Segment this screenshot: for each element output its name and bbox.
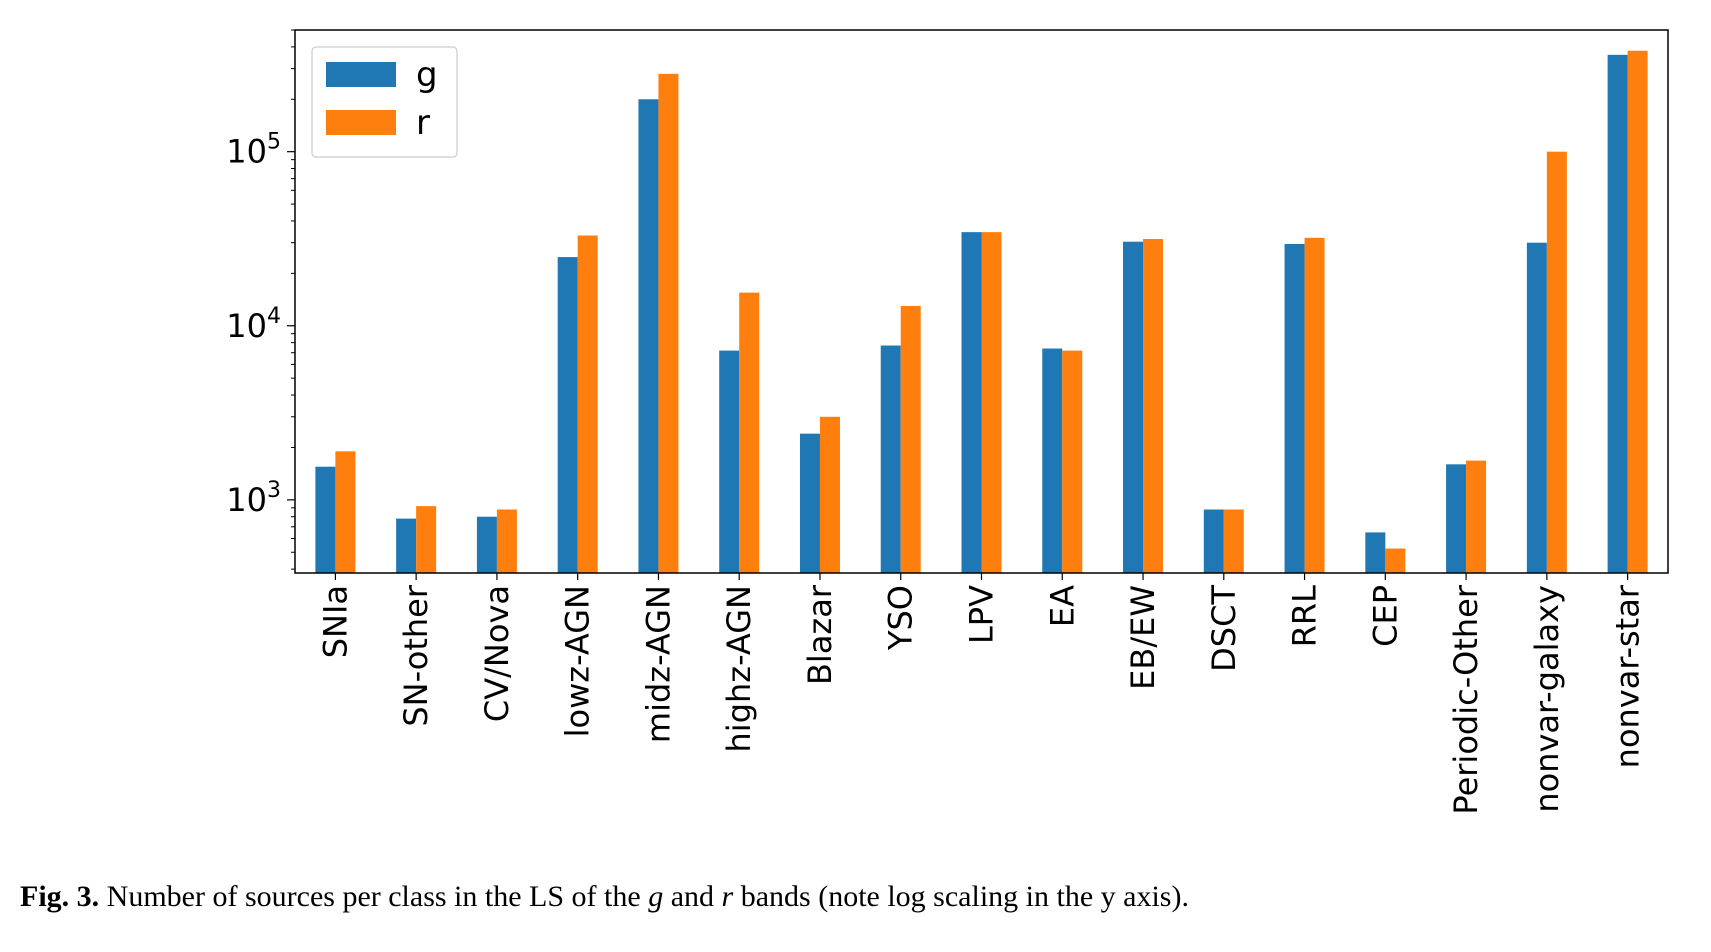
legend-label-r: r [416,103,430,143]
bar-g-eb-ew [1123,241,1144,573]
bars-layer [315,50,1648,574]
bar-r-nonvar-star [1627,50,1648,574]
legend-label-g: g [416,55,438,95]
caption-text-1: Number of sources per class in the LS of… [99,880,649,913]
y-tick-label: 103 [226,478,281,519]
bar-g-highz-agn [719,350,740,573]
caption-r: r [721,880,734,913]
caption-text-2: and [663,880,722,913]
x-tick-label: nonvar-galaxy [1528,585,1566,813]
legend-swatch-g [326,62,396,87]
bar-r-nonvar-galaxy [1546,151,1567,574]
bar-r-snia [335,451,356,573]
x-tick-label: LPV [963,585,1001,644]
bar-r-dsct [1223,509,1244,573]
bar-g-periodic-other [1446,464,1467,573]
x-tick-label: RRL [1286,585,1324,647]
caption-g: g [648,880,664,913]
bar-r-highz-agn [739,292,760,573]
bar-g-sn-other [396,518,417,573]
bar-g-snia [315,466,336,573]
legend-swatch-r [326,110,396,135]
bar-r-cep [1385,548,1406,573]
x-tick-label: highz-AGN [720,585,758,752]
bar-chart: 103 104 105 SNIa SN-other CV/Nova lowz-AGN mid… [226,29,1669,815]
bar-g-yso [880,345,901,573]
x-tick-label: Blazar [801,584,839,685]
bar-g-rrl [1284,243,1305,573]
figure-caption: Fig. 3. Number of sources per class in t… [20,880,1700,914]
x-tick-label: lowz-AGN [559,585,597,737]
bar-r-blazar [819,416,840,573]
x-tick-label: CV/Nova [478,585,516,722]
bar-g-midz-agn [638,99,659,573]
x-tick-label: EA [1043,585,1081,627]
x-tick-label: YSO [882,585,920,651]
bar-r-lpv [981,232,1002,573]
bar-g-lowz-agn [557,257,578,573]
legend: gr [311,46,458,158]
x-tick-label: SNIa [316,585,354,658]
bar-r-eb-ew [1143,239,1164,573]
bar-r-yso [900,305,921,573]
bar-r-cv-nova [496,509,517,573]
caption-text-3: bands (note log scaling in the y axis). [733,880,1189,913]
bar-g-cep [1365,532,1386,573]
bar-r-midz-agn [658,73,679,574]
x-tick-label: EB/EW [1124,585,1162,690]
bar-r-rrl [1304,237,1325,573]
bar-g-dsct [1203,509,1224,573]
y-tick-label: 105 [226,130,281,171]
bar-g-ea [1042,348,1063,573]
bar-r-lowz-agn [577,235,598,573]
x-tick-label: DSCT [1205,585,1243,672]
y-axis: 103 104 105 [226,29,295,570]
x-tick-label: Periodic-Other [1447,584,1485,814]
x-axis: SNIa SN-other CV/Nova lowz-AGN midz-AGN highz… [316,573,1647,815]
caption-fig-label: Fig. 3. [20,880,100,913]
x-tick-label: nonvar-star [1609,584,1647,768]
x-tick-label: SN-other [397,584,435,726]
x-tick-label: midz-AGN [639,585,677,743]
bar-g-cv-nova [476,516,497,573]
bar-g-nonvar-galaxy [1526,242,1547,573]
bar-g-nonvar-star [1607,54,1628,573]
bar-r-periodic-other [1466,460,1487,573]
x-tick-label: CEP [1366,585,1404,647]
bar-g-lpv [961,232,982,573]
bar-g-blazar [799,433,820,573]
y-tick-label: 104 [226,304,281,345]
bar-r-sn-other [416,506,437,573]
bar-r-ea [1062,350,1083,573]
